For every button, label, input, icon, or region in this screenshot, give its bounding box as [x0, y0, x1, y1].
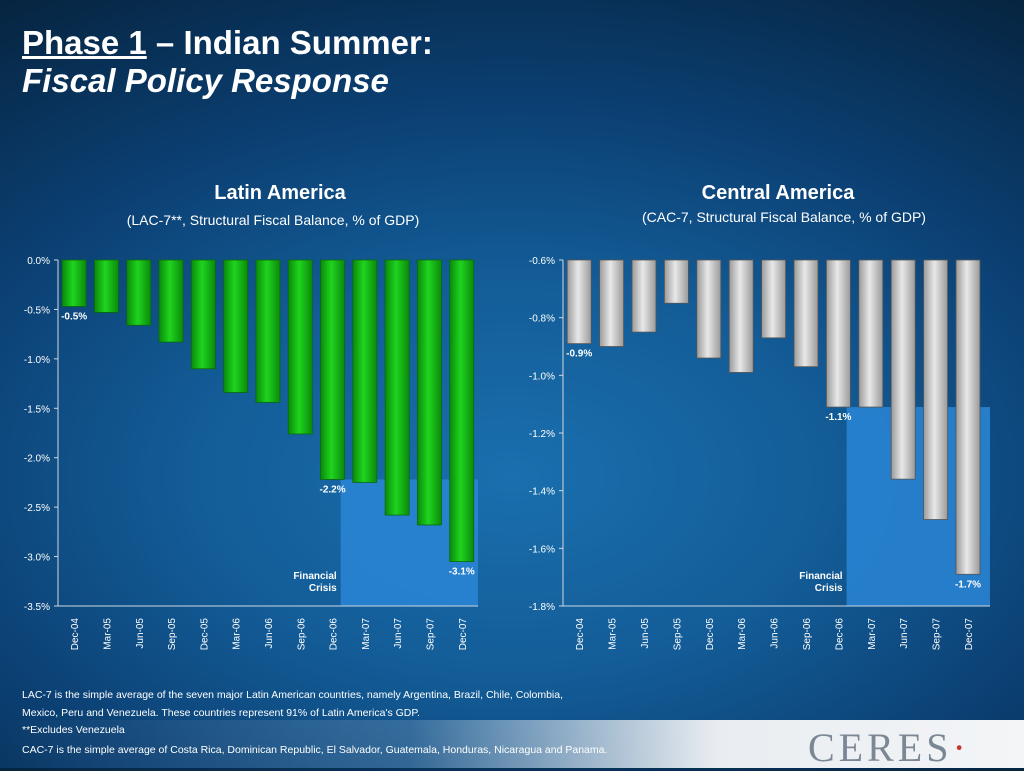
bar [320, 259, 345, 480]
x-tick-label: Mar-07 [361, 618, 372, 650]
x-tick-label: Sep-07 [425, 618, 436, 651]
x-tick-label: Dec-04 [70, 618, 81, 651]
x-tick-label: Mar-06 [232, 618, 243, 650]
financial-crisis-label: Financial [799, 571, 843, 582]
y-tick-label: -0.8% [529, 314, 555, 325]
note-lac7-line2: Mexico, Peru and Venezuela. These countr… [22, 707, 420, 719]
bar [417, 259, 442, 526]
x-tick-label: Jun-07 [899, 618, 910, 649]
ceres-logo: CERES· [808, 724, 970, 771]
bar [955, 259, 981, 575]
x-tick-label: Sep-07 [932, 618, 943, 651]
bar [223, 259, 249, 393]
y-tick-label: -1.2% [529, 429, 555, 440]
bar [449, 259, 475, 562]
y-tick-label: -0.6% [529, 256, 555, 267]
bar [599, 259, 624, 347]
bar [352, 259, 378, 483]
bar [696, 259, 722, 359]
x-tick-label: Dec-05 [199, 618, 210, 651]
x-tick-label: Mar-07 [867, 618, 878, 650]
chart-title-latin-america: Latin America [214, 182, 346, 204]
chart-subtitle-central-america: (CAC-7, Structural Fiscal Balance, % of … [642, 209, 926, 225]
x-tick-label: Dec-06 [834, 618, 845, 651]
y-tick-label: -2.5% [24, 503, 50, 514]
y-tick-label: -2.0% [24, 454, 50, 465]
x-tick-label: Mar-06 [737, 618, 748, 650]
slide-title: Phase 1 – Indian Summer: Fiscal Policy R… [22, 24, 433, 100]
x-tick-label: Sep-06 [802, 618, 813, 651]
bar [126, 259, 152, 326]
x-tick-label: Dec-05 [705, 618, 716, 651]
bar [384, 259, 410, 516]
bar [255, 259, 281, 403]
x-tick-label: Sep-06 [296, 618, 307, 651]
bar [890, 259, 916, 480]
data-label: -3.1% [449, 567, 475, 578]
bar [728, 259, 754, 373]
bar [158, 259, 184, 343]
bar [61, 259, 87, 307]
note-lac7-line1: LAC-7 is the simple average of the seven… [22, 689, 564, 701]
x-tick-label: Mar-05 [102, 618, 113, 650]
note-excludes: **Excludes Venezuela [22, 724, 125, 736]
bar [923, 259, 948, 520]
title-main: – Indian Summer: [146, 24, 433, 61]
chart-subtitle-latin-america: (LAC-7**, Structural Fiscal Balance, % o… [126, 212, 420, 228]
x-tick-label: Sep-05 [672, 618, 683, 651]
x-tick-label: Dec-07 [458, 618, 469, 651]
data-label: -1.7% [955, 579, 981, 590]
y-tick-label: -1.0% [24, 355, 50, 366]
bar [566, 259, 592, 345]
x-tick-label: Jun-05 [135, 618, 146, 649]
bar [761, 259, 786, 339]
data-label: -0.9% [566, 349, 592, 360]
bar [858, 259, 884, 408]
footer-band [0, 720, 1024, 768]
y-tick-label: -3.0% [24, 553, 50, 564]
data-label: -1.1% [825, 412, 851, 423]
bar [793, 259, 819, 368]
x-tick-label: Dec-07 [964, 618, 975, 651]
bar [826, 259, 851, 408]
logo-text: CERES [808, 725, 953, 770]
title-subtitle: Fiscal Policy Response [22, 62, 389, 99]
x-tick-label: Mar-05 [608, 618, 619, 650]
y-tick-label: -1.6% [529, 544, 555, 555]
note-cac7: CAC-7 is the simple average of Costa Ric… [22, 744, 608, 756]
bar [94, 259, 119, 313]
x-tick-label: Jun-06 [264, 618, 275, 649]
x-tick-label: Jun-06 [770, 618, 781, 649]
y-tick-label: -0.5% [24, 305, 50, 316]
data-label: -2.2% [319, 484, 345, 495]
bar [190, 259, 216, 370]
x-tick-label: Jun-05 [640, 618, 651, 649]
x-tick-label: Dec-04 [575, 618, 586, 651]
y-tick-label: -1.4% [529, 487, 555, 498]
logo-dot-icon: · [952, 725, 970, 770]
y-tick-label: 0.0% [27, 256, 50, 267]
bar [287, 259, 313, 435]
bar [664, 259, 689, 304]
x-tick-label: Jun-07 [393, 618, 404, 649]
y-tick-label: -1.5% [24, 404, 50, 415]
financial-crisis-label: Financial [293, 571, 337, 582]
y-tick-label: -3.5% [24, 602, 50, 613]
y-tick-label: -1.0% [529, 371, 555, 382]
data-label: -0.5% [61, 311, 87, 322]
y-tick-label: -1.8% [529, 602, 555, 613]
x-tick-label: Sep-05 [167, 618, 178, 651]
x-tick-label: Dec-06 [329, 618, 340, 651]
financial-crisis-label: Crisis [309, 583, 337, 594]
financial-crisis-label: Crisis [815, 583, 843, 594]
bar [631, 259, 657, 333]
title-phase: Phase 1 [22, 24, 147, 61]
chart-title-central-america: Central America [701, 182, 855, 204]
